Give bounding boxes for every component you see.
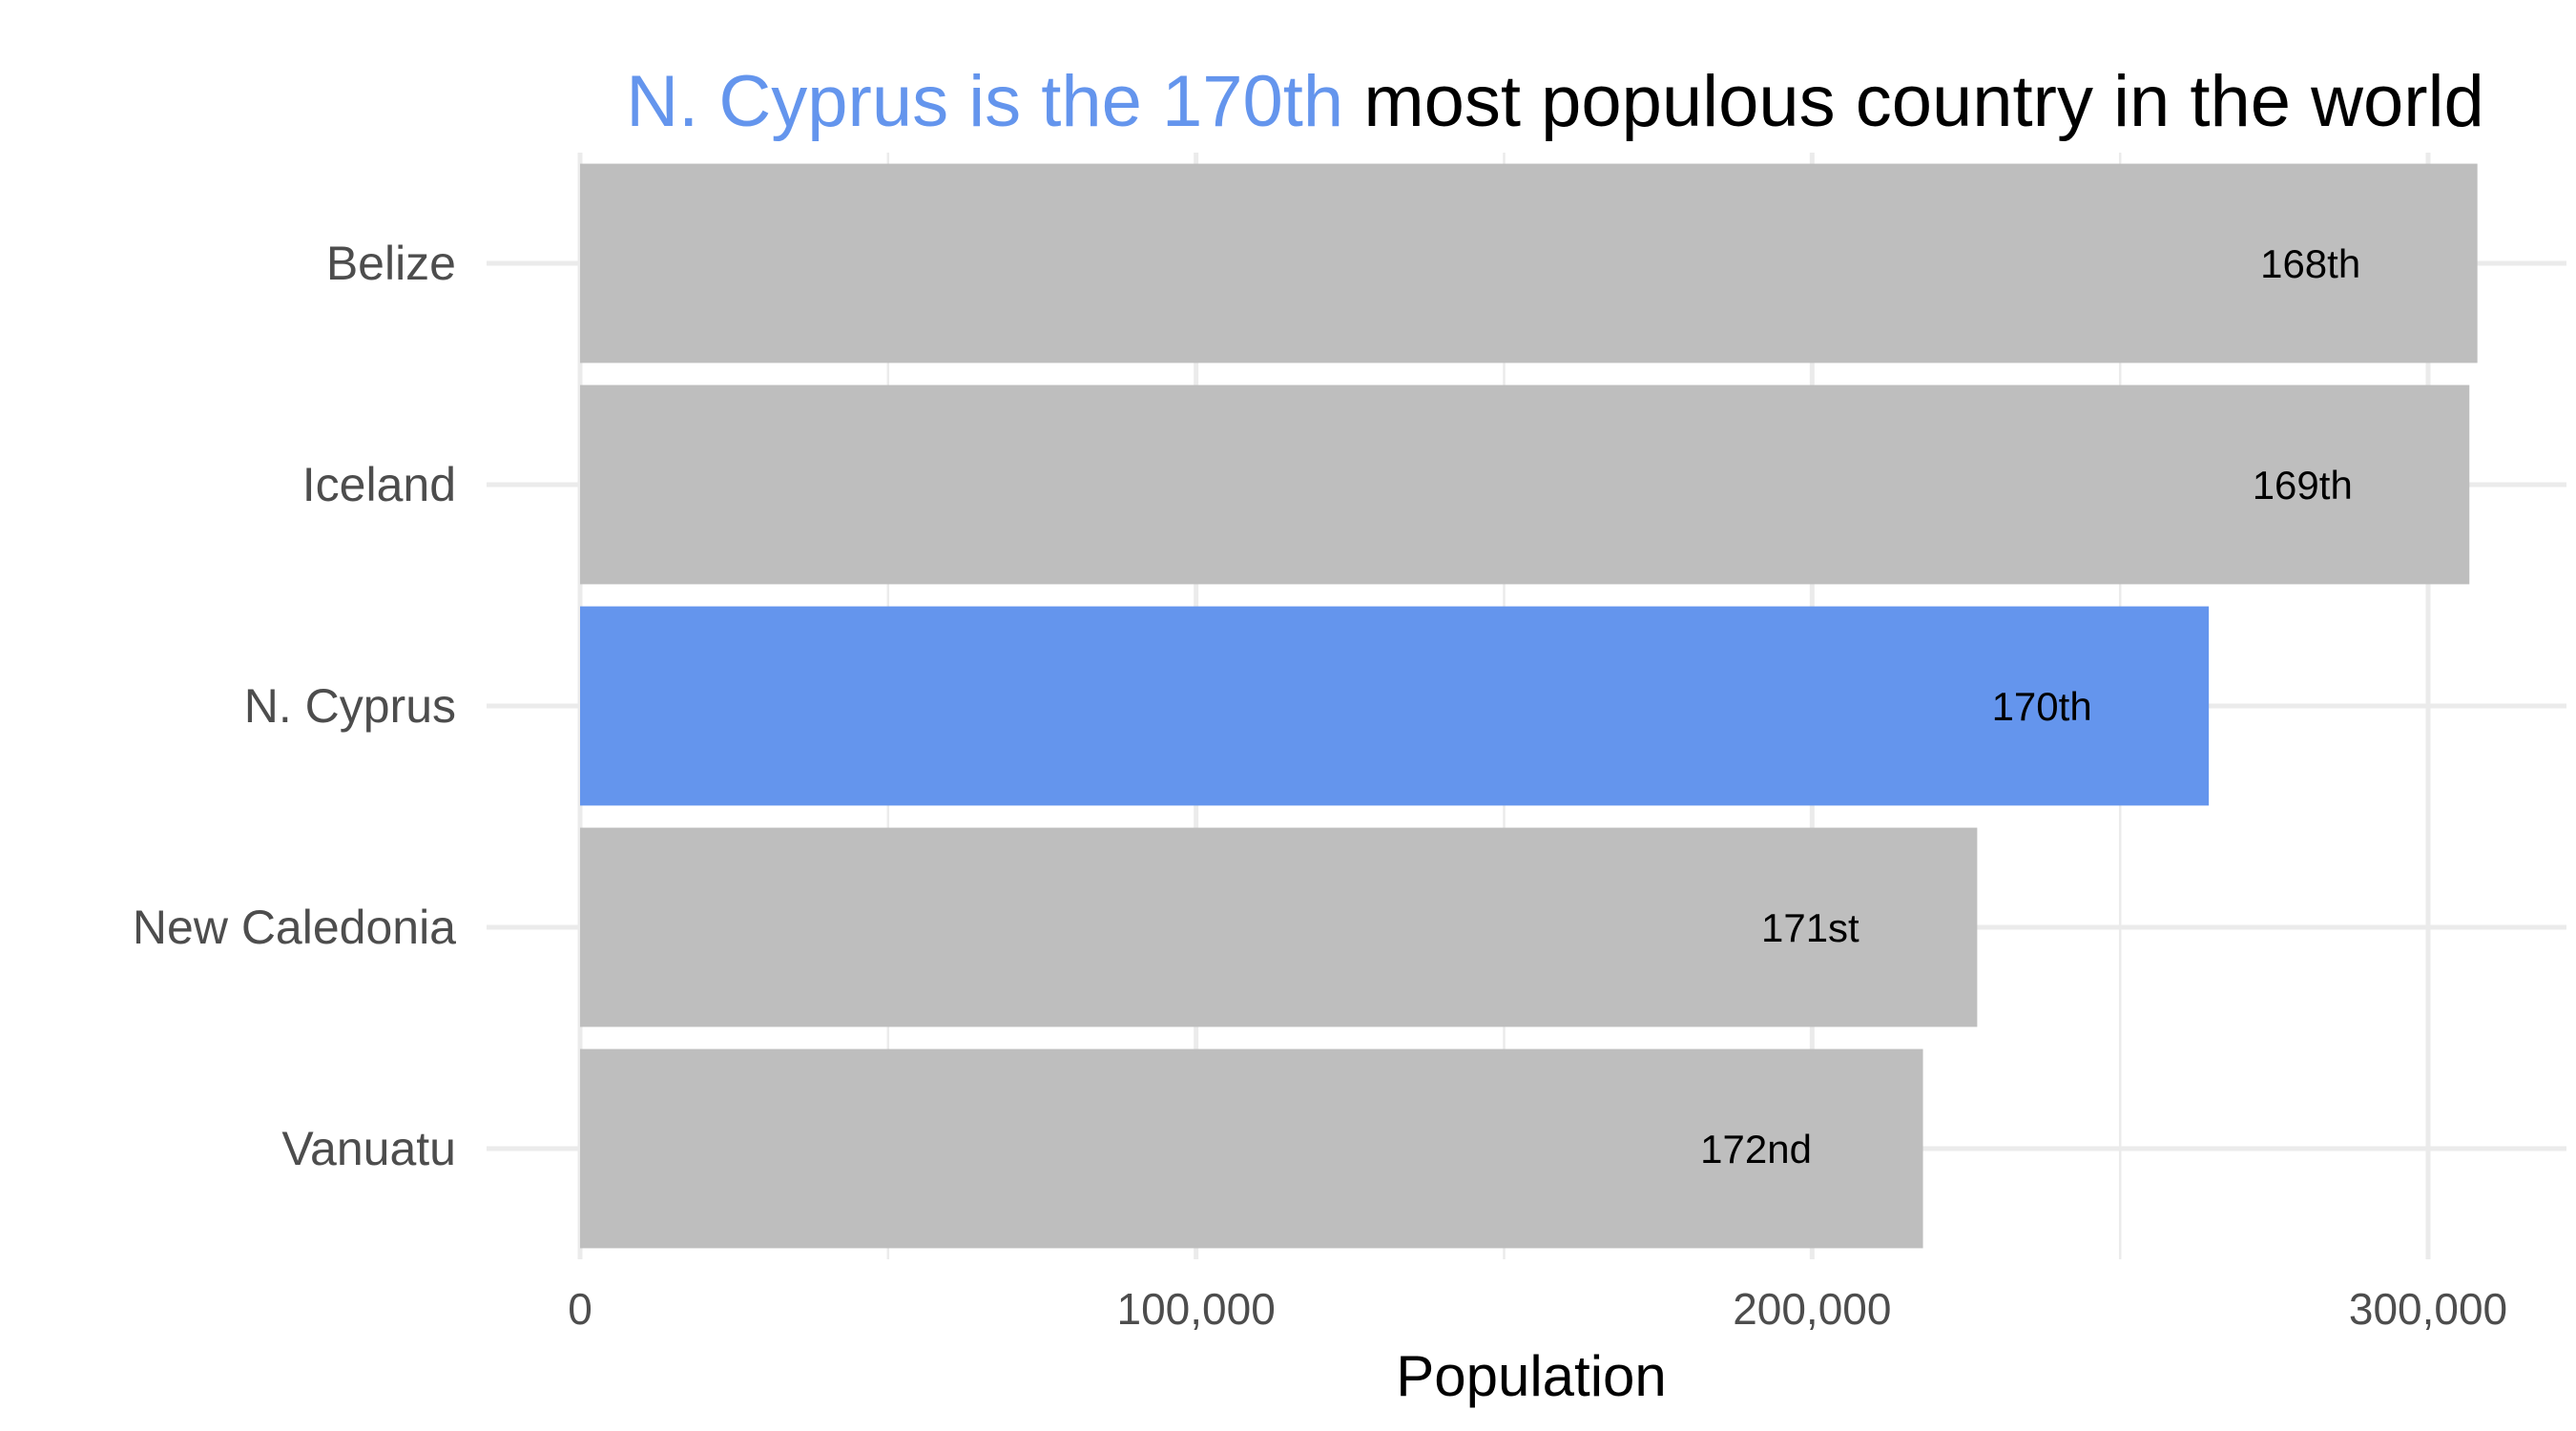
bar-data-label: 170th bbox=[1992, 684, 2092, 729]
bar bbox=[580, 384, 2470, 585]
chart-title-highlight: N. Cyprus is the 170th bbox=[626, 61, 1343, 142]
category-label: Vanuatu bbox=[281, 1122, 456, 1175]
category-labels-layer: Belize Iceland N. Cyprus New Caledonia Vanua… bbox=[133, 237, 456, 1175]
x-axis-title: Population bbox=[1396, 1344, 1667, 1408]
chart-title: N. Cyprus is the 170th most populous cou… bbox=[626, 61, 2483, 142]
bar-data-label: 172nd bbox=[1700, 1127, 1812, 1172]
x-tick-label: 0 bbox=[568, 1284, 592, 1334]
category-label: Iceland bbox=[302, 458, 456, 511]
category-label: New Caledonia bbox=[133, 901, 456, 954]
x-tick-label: 200,000 bbox=[1733, 1284, 1891, 1334]
bar-highlighted bbox=[580, 606, 2210, 806]
data-labels-layer: 168th 169th 170th 171st 172nd bbox=[1700, 241, 2360, 1172]
category-label: Belize bbox=[326, 237, 456, 290]
bar-data-label: 168th bbox=[2260, 241, 2360, 286]
x-tick-label: 300,000 bbox=[2349, 1284, 2507, 1334]
x-tick-labels-layer: 0 100,000 200,000 300,000 bbox=[568, 1284, 2507, 1334]
bar bbox=[580, 163, 2478, 363]
bars-layer bbox=[580, 163, 2478, 1249]
category-label: N. Cyprus bbox=[244, 679, 456, 733]
bar-data-label: 169th bbox=[2253, 463, 2353, 508]
chart-title-rest: most populous country in the world bbox=[1343, 61, 2484, 142]
bar bbox=[580, 1048, 1923, 1249]
bar bbox=[580, 827, 1978, 1027]
bar-data-label: 171st bbox=[1761, 905, 1859, 950]
x-tick-label: 100,000 bbox=[1117, 1284, 1276, 1334]
